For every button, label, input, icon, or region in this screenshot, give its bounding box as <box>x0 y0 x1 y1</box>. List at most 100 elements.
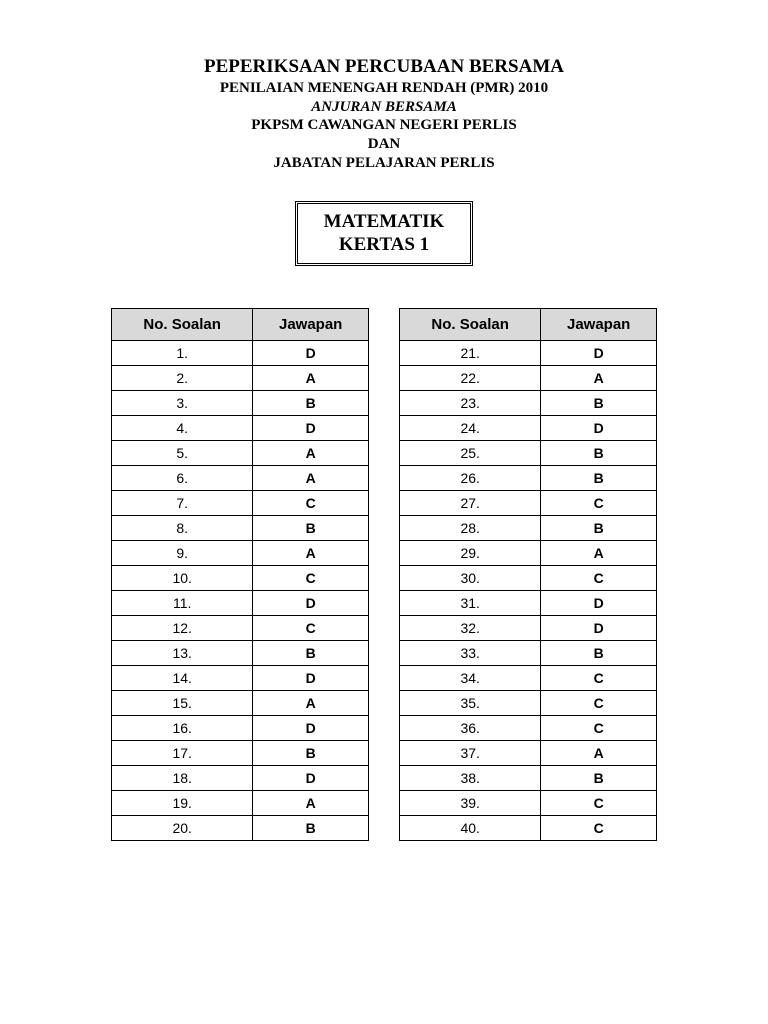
cell-answer: B <box>541 441 657 466</box>
cell-answer: B <box>541 641 657 666</box>
table-row: 12.C <box>112 616 369 641</box>
table-row: 22.A <box>400 366 657 391</box>
table-row: 2.A <box>112 366 369 391</box>
cell-number: 7. <box>112 491 253 516</box>
answers-table-right: No. Soalan Jawapan 21.D22.A23.B24.D25.B2… <box>399 308 657 841</box>
table-header-row: No. Soalan Jawapan <box>400 309 657 341</box>
cell-number: 1. <box>112 341 253 366</box>
table-row: 14.D <box>112 666 369 691</box>
cell-number: 4. <box>112 416 253 441</box>
cell-number: 29. <box>400 541 541 566</box>
cell-answer: D <box>253 766 369 791</box>
cell-number: 38. <box>400 766 541 791</box>
subject-line-1: MATEMATIK <box>324 210 445 234</box>
table-row: 20.B <box>112 816 369 841</box>
table-row: 19.A <box>112 791 369 816</box>
table-row: 36.C <box>400 716 657 741</box>
cell-number: 20. <box>112 816 253 841</box>
cell-number: 40. <box>400 816 541 841</box>
table-row: 3.B <box>112 391 369 416</box>
cell-answer: A <box>253 466 369 491</box>
table-row: 18.D <box>112 766 369 791</box>
cell-number: 3. <box>112 391 253 416</box>
table-row: 30.C <box>400 566 657 591</box>
cell-answer: C <box>541 691 657 716</box>
cell-answer: A <box>253 441 369 466</box>
table-row: 21.D <box>400 341 657 366</box>
cell-answer: D <box>541 591 657 616</box>
cell-number: 11. <box>112 591 253 616</box>
cell-number: 39. <box>400 791 541 816</box>
table-row: 16.D <box>112 716 369 741</box>
table-row: 7.C <box>112 491 369 516</box>
cell-number: 16. <box>112 716 253 741</box>
cell-number: 17. <box>112 741 253 766</box>
table-row: 8.B <box>112 516 369 541</box>
cell-answer: C <box>541 666 657 691</box>
table-row: 27.C <box>400 491 657 516</box>
table-row: 10.C <box>112 566 369 591</box>
cell-number: 34. <box>400 666 541 691</box>
cell-number: 25. <box>400 441 541 466</box>
table-row: 38.B <box>400 766 657 791</box>
col-header-number: No. Soalan <box>112 309 253 341</box>
cell-answer: C <box>253 616 369 641</box>
cell-answer: A <box>541 541 657 566</box>
subject-line-2: KERTAS 1 <box>324 233 445 257</box>
cell-number: 24. <box>400 416 541 441</box>
cell-answer: C <box>541 816 657 841</box>
cell-number: 13. <box>112 641 253 666</box>
cell-answer: D <box>253 341 369 366</box>
cell-answer: B <box>253 816 369 841</box>
cell-number: 37. <box>400 741 541 766</box>
header-line-3: ANJURAN BERSAMA <box>95 98 673 117</box>
cell-answer: C <box>541 566 657 591</box>
table-row: 31.D <box>400 591 657 616</box>
cell-answer: C <box>541 791 657 816</box>
cell-number: 12. <box>112 616 253 641</box>
cell-number: 33. <box>400 641 541 666</box>
cell-number: 8. <box>112 516 253 541</box>
cell-number: 30. <box>400 566 541 591</box>
exam-answer-page: PEPERIKSAAN PERCUBAAN BERSAMA PENILAIAN … <box>0 0 768 841</box>
cell-number: 32. <box>400 616 541 641</box>
table-row: 9.A <box>112 541 369 566</box>
cell-answer: B <box>541 466 657 491</box>
table-row: 40.C <box>400 816 657 841</box>
cell-answer: D <box>541 341 657 366</box>
header-line-4: PKPSM CAWANGAN NEGERI PERLIS <box>95 116 673 135</box>
table-row: 23.B <box>400 391 657 416</box>
cell-answer: D <box>253 666 369 691</box>
table-header-row: No. Soalan Jawapan <box>112 309 369 341</box>
cell-number: 19. <box>112 791 253 816</box>
left-table-body: 1.D2.A3.B4.D5.A6.A7.C8.B9.A10.C11.D12.C1… <box>112 341 369 841</box>
table-row: 28.B <box>400 516 657 541</box>
cell-answer: A <box>253 691 369 716</box>
table-row: 4.D <box>112 416 369 441</box>
cell-number: 28. <box>400 516 541 541</box>
col-header-number: No. Soalan <box>400 309 541 341</box>
cell-number: 23. <box>400 391 541 416</box>
table-row: 35.C <box>400 691 657 716</box>
table-row: 25.B <box>400 441 657 466</box>
table-row: 5.A <box>112 441 369 466</box>
table-row: 13.B <box>112 641 369 666</box>
cell-answer: C <box>541 491 657 516</box>
cell-number: 9. <box>112 541 253 566</box>
subject-box: MATEMATIK KERTAS 1 <box>295 201 474 267</box>
header-line-6: JABATAN PELAJARAN PERLIS <box>95 154 673 173</box>
cell-answer: B <box>253 741 369 766</box>
cell-answer: C <box>253 566 369 591</box>
col-header-answer: Jawapan <box>541 309 657 341</box>
cell-number: 14. <box>112 666 253 691</box>
cell-number: 15. <box>112 691 253 716</box>
cell-number: 21. <box>400 341 541 366</box>
header-line-1: PEPERIKSAAN PERCUBAAN BERSAMA <box>95 55 673 79</box>
table-row: 39.C <box>400 791 657 816</box>
cell-answer: A <box>253 541 369 566</box>
cell-answer: A <box>253 791 369 816</box>
cell-answer: B <box>253 391 369 416</box>
cell-answer: A <box>541 741 657 766</box>
subject-box-wrap: MATEMATIK KERTAS 1 <box>95 173 673 267</box>
col-header-answer: Jawapan <box>253 309 369 341</box>
